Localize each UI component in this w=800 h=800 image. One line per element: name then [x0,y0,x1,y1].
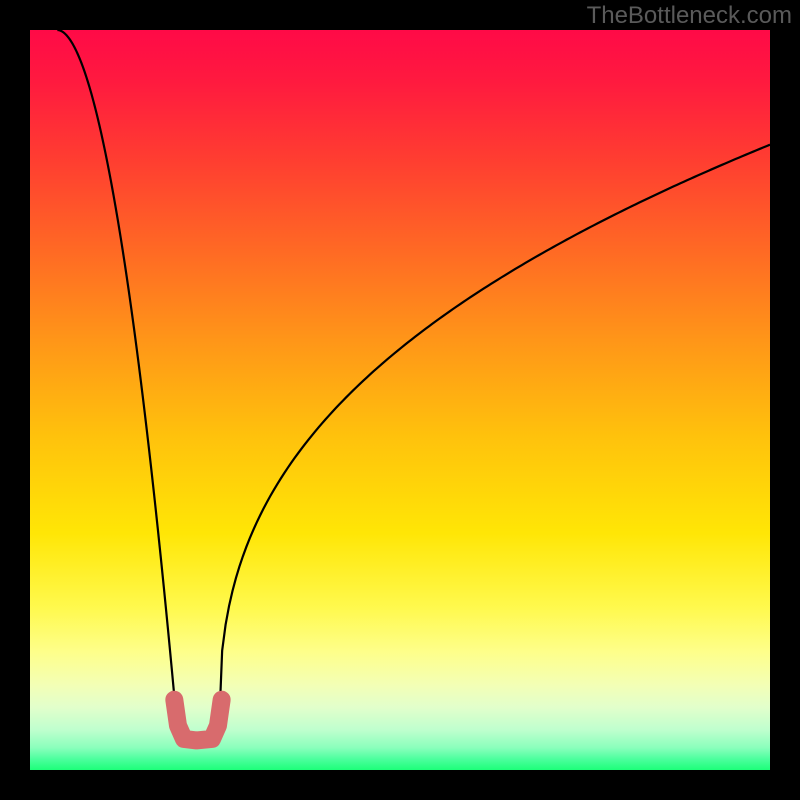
watermark-text: TheBottleneck.com [587,2,792,30]
bottleneck-chart [0,0,800,800]
gradient-background [30,30,770,770]
chart-container: TheBottleneck.com [0,0,800,800]
